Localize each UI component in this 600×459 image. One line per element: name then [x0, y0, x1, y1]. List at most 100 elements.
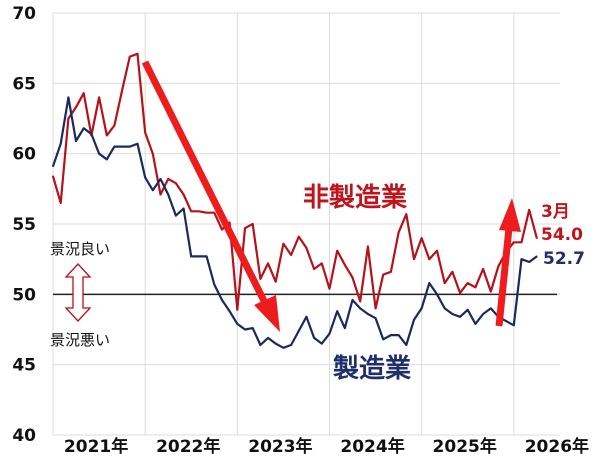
mfg-point: [536, 255, 538, 258]
mfg-point: [413, 318, 415, 321]
mfg-point: [489, 307, 492, 310]
mfg-point: [75, 140, 77, 142]
mfg-point: [390, 334, 392, 336]
mfg-point: [451, 313, 454, 315]
x-tick-label: 2023年: [248, 436, 312, 457]
mfg-point: [267, 337, 269, 339]
nonmfg-series-label: 非製造業: [303, 183, 407, 213]
nonmfg-point: [267, 262, 269, 265]
nonmfg-point: [182, 193, 185, 196]
nonmfg-point: [436, 249, 438, 252]
mfg-point: [505, 320, 507, 322]
y-tick-label: 60: [12, 145, 36, 165]
nonmfg-point: [367, 245, 369, 248]
mfg-point: [466, 309, 469, 311]
nonmfg-point: [351, 276, 354, 279]
nonmfg-series-line: [51, 52, 538, 311]
nonmfg-latest-value: 54.0: [541, 225, 583, 245]
mfg-series-label: 製造業: [333, 354, 411, 384]
mfg-point: [136, 143, 139, 145]
mfg-point: [290, 344, 292, 346]
nonmfg-point: [113, 124, 116, 127]
nonmfg-point: [321, 262, 323, 265]
mfg-point: [159, 178, 162, 180]
nonmfg-point: [336, 249, 338, 252]
mfg-point: [167, 193, 169, 196]
bad-conditions-label: 景況悪い: [50, 331, 110, 349]
nonmfg-point: [290, 254, 292, 256]
mfg-point: [313, 337, 315, 339]
mfg-point: [90, 133, 93, 135]
x-tick-label: 2025年: [433, 436, 497, 457]
nonmfg-point: [420, 237, 423, 239]
nonmfg-point: [205, 211, 208, 214]
y-tick-label: 55: [12, 215, 36, 235]
nonmfg-point: [459, 292, 461, 294]
nonmfg-point: [82, 92, 85, 94]
mfg-point: [344, 327, 346, 329]
mfg-point: [98, 152, 100, 155]
mfg-point: [205, 255, 208, 258]
mfg-point: [474, 323, 477, 325]
nonmfg-point: [59, 202, 62, 204]
nonmfg-point: [129, 55, 131, 58]
mfg-point: [321, 342, 323, 345]
y-tick-label: 45: [12, 356, 36, 376]
nonmfg-point: [489, 290, 492, 293]
nonmfg-point: [221, 228, 223, 231]
nonmfg-point: [397, 231, 400, 234]
mfg-point: [121, 145, 123, 148]
nonmfg-point: [513, 241, 515, 244]
mfg-point: [328, 332, 331, 335]
mfg-point: [259, 344, 262, 346]
mfg-point: [297, 330, 300, 332]
nonmfg-point: [466, 282, 469, 284]
mfg-point: [228, 310, 231, 313]
mfg-point: [282, 346, 285, 349]
mfg-point: [482, 313, 484, 315]
y-tick-label: 70: [12, 4, 36, 24]
nonmfg-point: [236, 309, 239, 311]
nonmfg-point: [98, 96, 100, 99]
mfg-point: [513, 324, 515, 327]
downtrend-arrow: [141, 60, 280, 332]
nonmfg-point: [136, 52, 139, 55]
y-axis-ticks: 70 65 60 55 50 45 40: [12, 4, 36, 446]
mfg-point: [336, 310, 338, 313]
nonmfg-point: [520, 241, 523, 244]
nonmfg-point: [198, 210, 200, 213]
nonmfg-point: [190, 210, 193, 213]
grid: [52, 12, 560, 436]
nonmfg-point: [474, 286, 477, 289]
mfg-latest-value: 52.7: [543, 249, 585, 269]
series-lines: [51, 52, 538, 349]
nonmfg-point: [428, 258, 431, 260]
nonmfg-point: [75, 106, 77, 109]
nonmfg-point: [228, 221, 231, 224]
y-tick-label: 40: [12, 426, 36, 446]
nonmfg-point: [297, 235, 300, 238]
mfg-point: [175, 214, 177, 217]
nonmfg-point: [536, 237, 538, 239]
mfg-point: [244, 328, 246, 331]
mfg-point: [59, 143, 62, 145]
nonmfg-point: [213, 211, 216, 214]
nonmfg-point: [359, 300, 362, 303]
mfg-point: [397, 334, 400, 336]
nonmfg-point: [528, 209, 530, 211]
up-down-arrow-icon: [64, 263, 92, 322]
mfg-point: [305, 316, 308, 318]
mfg-point: [359, 307, 362, 310]
nonmfg-point: [497, 265, 500, 268]
mfg-point: [67, 96, 70, 99]
nonmfg-point: [382, 273, 385, 276]
uptrend-arrow: [495, 198, 521, 327]
nonmfg-point: [121, 89, 123, 92]
mfg-point: [274, 342, 277, 345]
y-tick-label: 50: [12, 285, 36, 305]
nonmfg-point: [152, 152, 154, 155]
nonmfg-point: [144, 131, 146, 134]
mfg-point: [182, 207, 185, 210]
mfg-point: [198, 255, 200, 258]
